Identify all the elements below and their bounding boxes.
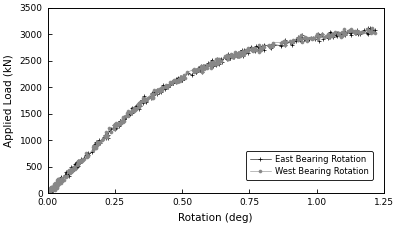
West Bearing Rotation <box>373 32 377 35</box>
Legend: East Bearing Rotation, West Bearing Rotation: East Bearing Rotation, West Bearing Rota… <box>246 151 373 180</box>
East Bearing Rotation <box>372 28 377 31</box>
East Bearing Rotation <box>138 100 143 103</box>
East Bearing Rotation <box>211 65 215 68</box>
Y-axis label: Applied Load (kN): Applied Load (kN) <box>4 54 14 147</box>
West Bearing Rotation <box>138 104 142 106</box>
East Bearing Rotation <box>118 119 123 122</box>
West Bearing Rotation <box>369 27 374 30</box>
West Bearing Rotation <box>56 184 61 187</box>
East Bearing Rotation <box>238 50 242 53</box>
Line: West Bearing Rotation: West Bearing Rotation <box>46 27 377 195</box>
East Bearing Rotation <box>239 49 244 52</box>
West Bearing Rotation <box>45 192 50 194</box>
East Bearing Rotation <box>46 192 51 195</box>
West Bearing Rotation <box>240 53 244 56</box>
Line: East Bearing Rotation: East Bearing Rotation <box>46 26 377 195</box>
West Bearing Rotation <box>47 192 52 194</box>
East Bearing Rotation <box>45 190 50 192</box>
East Bearing Rotation <box>56 181 61 183</box>
X-axis label: Rotation (deg): Rotation (deg) <box>178 213 253 223</box>
West Bearing Rotation <box>118 122 123 125</box>
West Bearing Rotation <box>210 62 215 65</box>
West Bearing Rotation <box>237 52 242 54</box>
East Bearing Rotation <box>368 27 373 30</box>
